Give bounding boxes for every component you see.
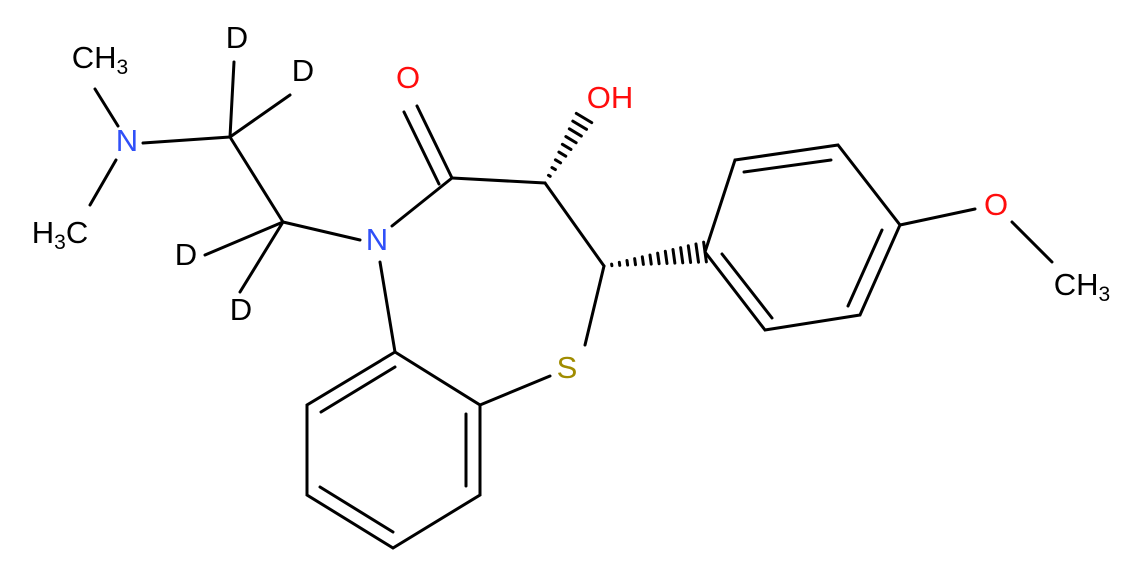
hash-line [633, 257, 637, 267]
hash-line [571, 119, 589, 131]
atom-label: D [226, 20, 248, 55]
atom-label: O [984, 187, 1008, 222]
atom-label: OH [587, 80, 634, 115]
atom-label: N [366, 222, 388, 257]
hash-line [553, 158, 563, 165]
hash-line [640, 255, 645, 266]
bonds [88, 60, 1054, 550]
atom-label: CH3 [1054, 267, 1110, 305]
atom-label: D [230, 292, 252, 327]
hash-line [663, 249, 669, 265]
hash-line [656, 251, 661, 266]
hash-line [574, 111, 594, 125]
atom-label: D [292, 53, 314, 88]
atom-label: N [116, 123, 138, 158]
hash-line [694, 242, 700, 264]
hash-line [560, 142, 573, 151]
hash-line [546, 173, 552, 178]
hash-line [550, 166, 557, 172]
hash-line [679, 246, 685, 265]
atom-label: CH3 [72, 40, 128, 78]
atom-label: O [396, 60, 420, 95]
hashed-wedges [546, 111, 708, 268]
atom-label: D [175, 237, 197, 272]
hash-line [557, 150, 568, 158]
hash-line [686, 244, 693, 265]
hash-line [702, 240, 708, 264]
hash-line [564, 135, 578, 145]
hash-line [671, 247, 677, 265]
hash-line [648, 253, 653, 266]
hash-line [625, 258, 630, 267]
atom-label: H3C [32, 215, 88, 253]
hash-line [567, 127, 583, 138]
atom-label: S [557, 350, 578, 385]
